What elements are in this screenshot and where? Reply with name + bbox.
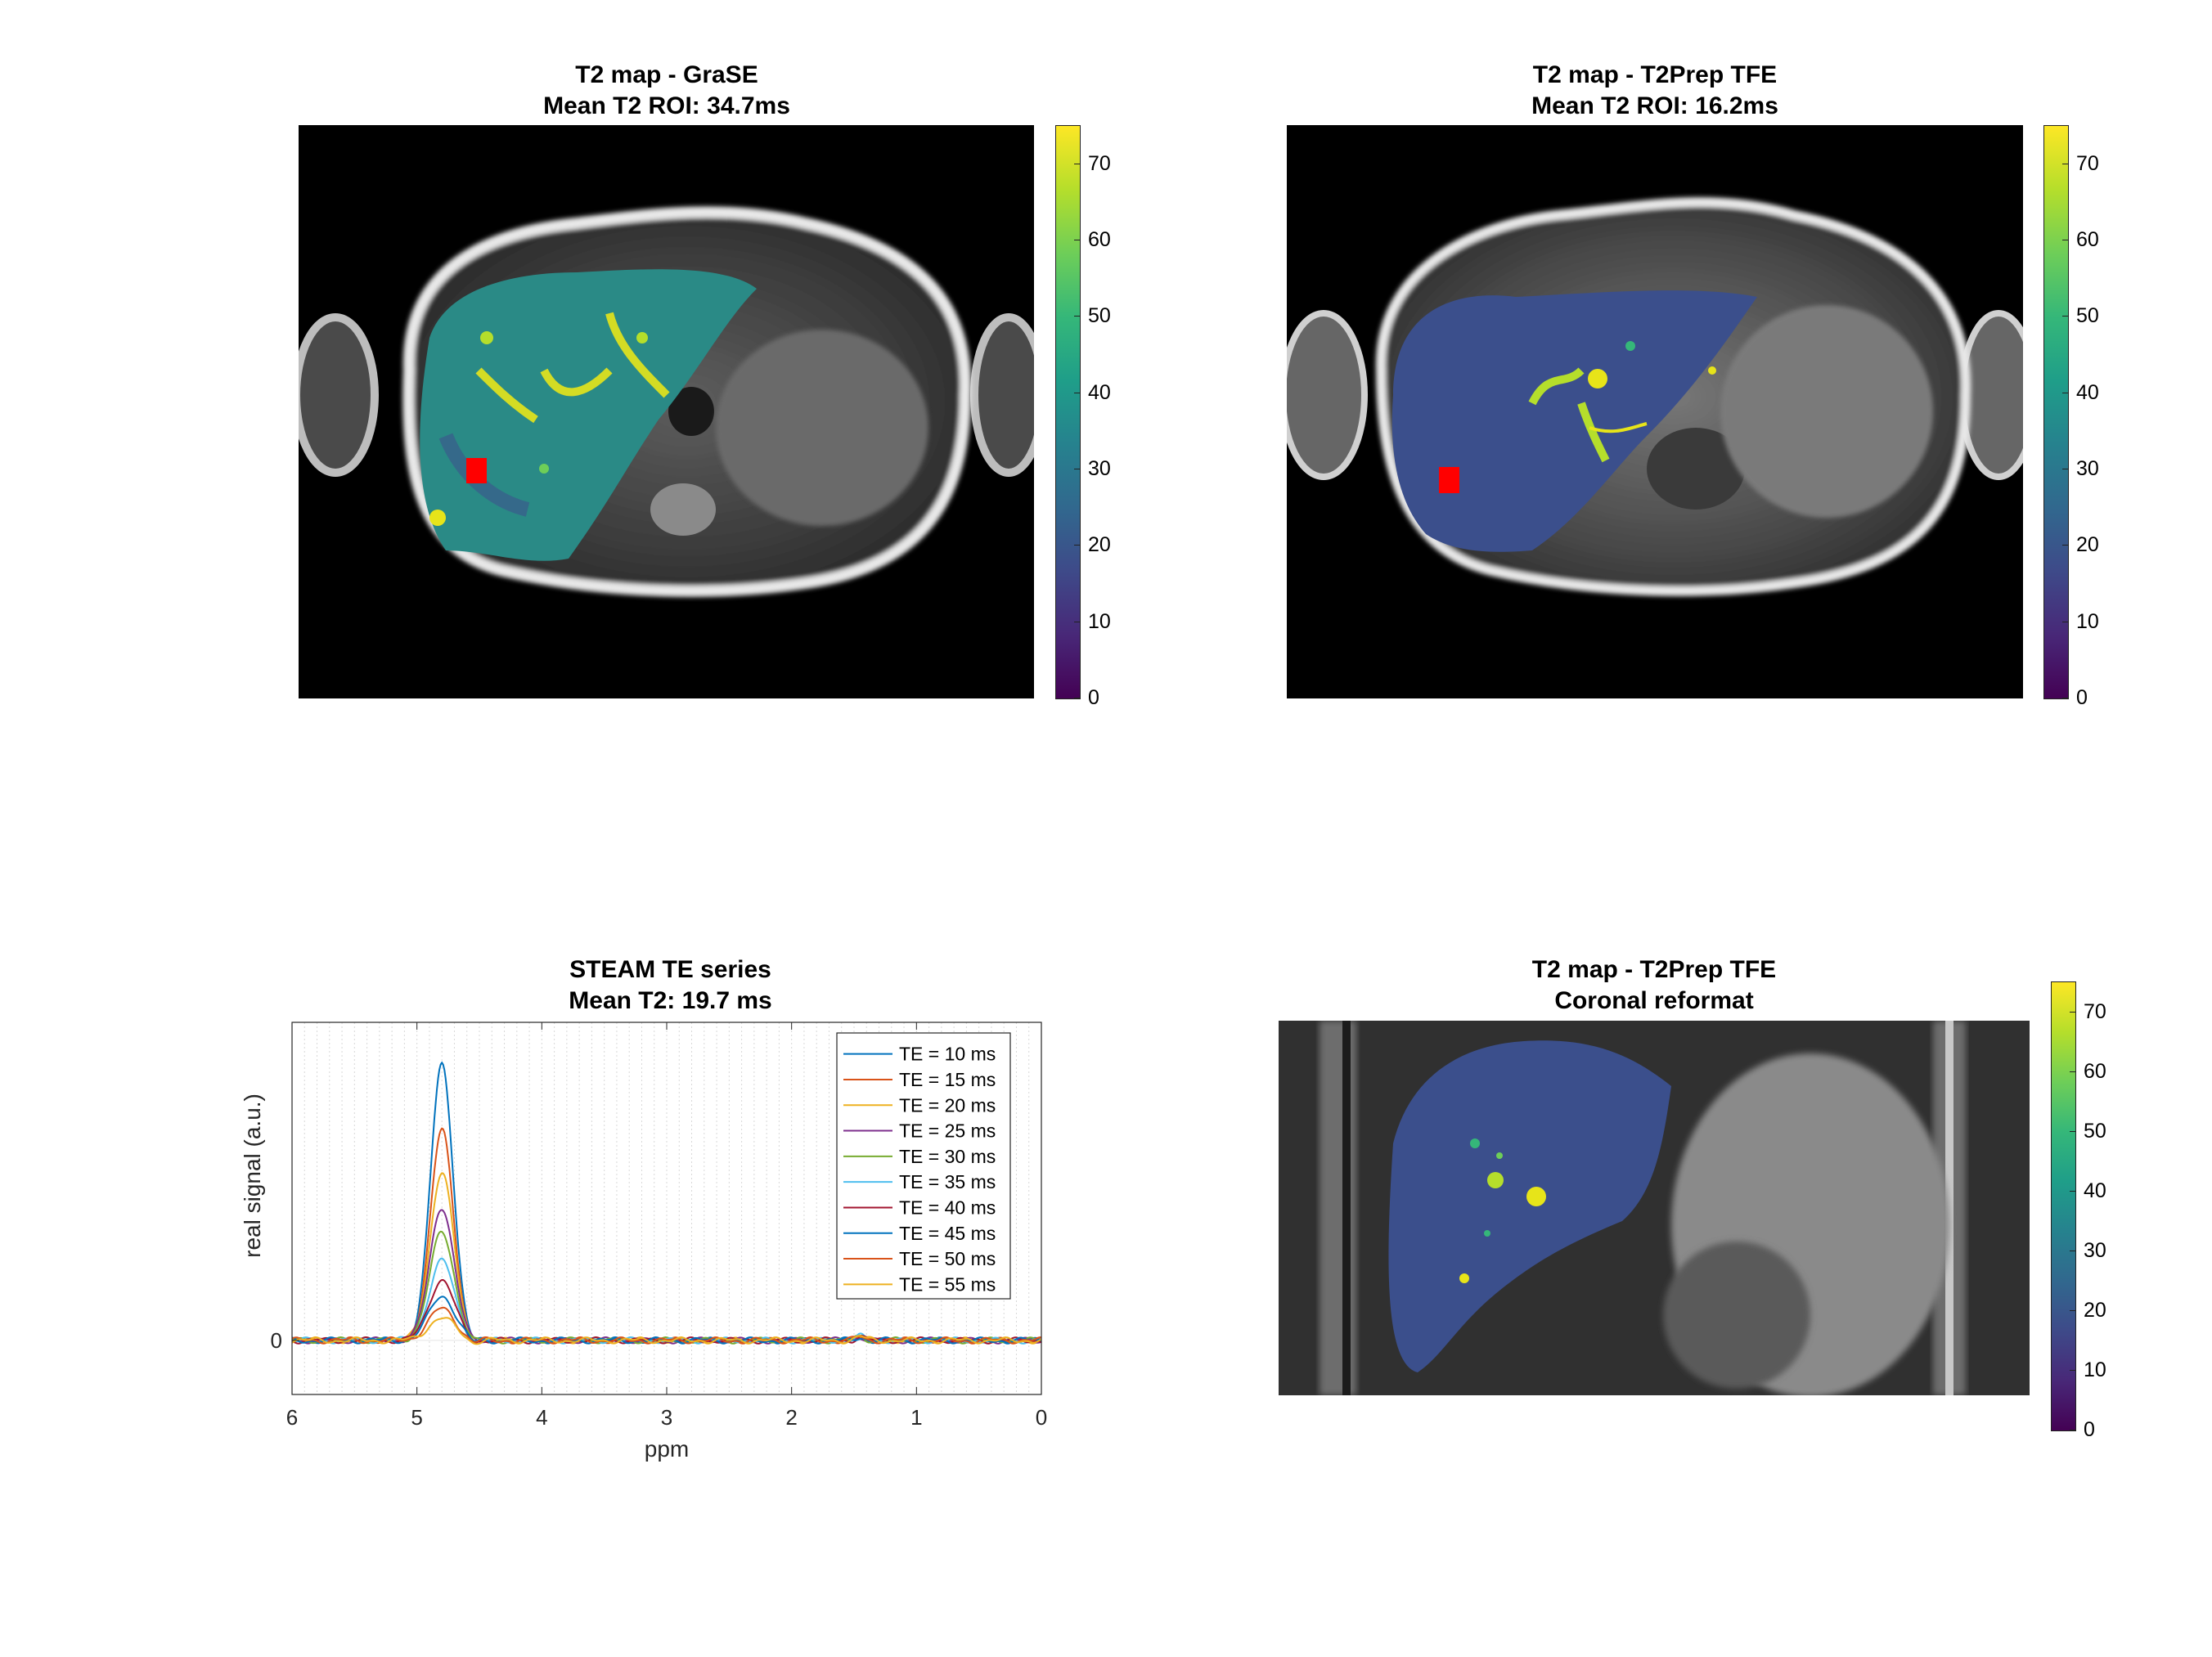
grase-colorbar-tick-mark — [1074, 316, 1081, 317]
coronal-colorbar-tick-mark — [2070, 1309, 2076, 1311]
series-line-9 — [291, 1306, 1042, 1345]
t2prep-title-line1: T2 map - T2Prep TFE — [1532, 61, 1778, 88]
grase-colorbar-tick-label: 50 — [1088, 304, 1111, 328]
y-tick-label: 0 — [271, 1328, 282, 1353]
t2prep-colorbar-tick-label: 50 — [2076, 304, 2099, 328]
coronal-colorbar-tick-label: 40 — [2084, 1179, 2106, 1202]
x-tick-label: 0 — [1036, 1405, 1047, 1430]
coronal-colorbar-tick-label: 60 — [2084, 1059, 2106, 1083]
legend-label: TE = 45 ms — [899, 1223, 996, 1244]
t2prep-colorbar-tick-label: 40 — [2076, 380, 2099, 404]
coronal-title: T2 map - T2Prep TFE Coronal reformat — [1279, 954, 2030, 1017]
grase-t2-map — [299, 125, 1034, 698]
series-line-10 — [291, 1317, 1042, 1345]
coronal-title-line2: Coronal reformat — [1554, 987, 1754, 1014]
x-tick-label: 1 — [910, 1405, 922, 1430]
coronal-title-line1: T2 map - T2Prep TFE — [1531, 956, 1777, 983]
t2prep-colorbar-tick-mark — [2062, 316, 2069, 317]
t2prep-title-line2: Mean T2 ROI: 16.2ms — [1531, 92, 1778, 119]
grase-colorbar — [1055, 125, 1081, 699]
x-tick-label: 3 — [661, 1405, 672, 1430]
x-axis-label: ppm — [645, 1436, 689, 1462]
coronal-colorbar-tick-label: 0 — [2084, 1418, 2095, 1441]
grase-roi-box — [466, 458, 487, 483]
coronal-t2-map — [1279, 1021, 2030, 1395]
legend-box — [836, 1032, 1011, 1300]
t2prep-colorbar-tick-label: 0 — [2076, 686, 2088, 709]
coronal-colorbar-tick-label: 10 — [2084, 1358, 2106, 1381]
y-axis-label: real signal (a.u.) — [240, 1093, 265, 1258]
t2prep-colorbar-tick-mark — [2062, 545, 2069, 546]
legend-label: TE = 15 ms — [899, 1069, 996, 1090]
grase-colorbar-tick-label: 60 — [1088, 228, 1111, 251]
legend-label: TE = 50 ms — [899, 1248, 996, 1269]
t2prep-roi-box — [1439, 467, 1459, 493]
coronal-colorbar-tick-mark — [2070, 1011, 2076, 1013]
coronal-colorbar-tick-label: 30 — [2084, 1238, 2106, 1262]
x-tick-label: 6 — [286, 1405, 298, 1430]
legend-label: TE = 20 ms — [899, 1094, 996, 1116]
steam-chart-title: STEAM TE series Mean T2: 19.7 ms — [296, 954, 1045, 1017]
steam-title-line2: Mean T2: 19.7 ms — [569, 987, 772, 1014]
x-tick-label: 5 — [411, 1405, 422, 1430]
coronal-colorbar-tick-label: 50 — [2084, 1119, 2106, 1143]
grase-colorbar-tick-label: 0 — [1088, 686, 1099, 709]
grase-colorbar-tick-label: 20 — [1088, 533, 1111, 557]
coronal-colorbar-tick-label: 20 — [2084, 1298, 2106, 1322]
grase-colorbar-tick-label: 10 — [1088, 609, 1111, 633]
t2prep-colorbar-tick-label: 70 — [2076, 151, 2099, 175]
steam-title-line1: STEAM TE series — [569, 956, 771, 983]
grase-colorbar-tick-label: 40 — [1088, 380, 1111, 404]
x-tick-label: 4 — [536, 1405, 547, 1430]
t2prep-colorbar — [2043, 125, 2069, 699]
t2prep-t2-map — [1287, 125, 2023, 698]
x-tick-label: 2 — [785, 1405, 797, 1430]
legend-label: TE = 25 ms — [899, 1120, 996, 1142]
t2prep-colorbar-tick-label: 30 — [2076, 457, 2099, 480]
grase-colorbar-tick-label: 30 — [1088, 457, 1111, 480]
legend-label: TE = 55 ms — [899, 1273, 996, 1295]
coronal-colorbar-tick-mark — [2070, 1369, 2076, 1371]
t2prep-colorbar-tick-label: 10 — [2076, 609, 2099, 633]
grase-title-line2: Mean T2 ROI: 34.7ms — [543, 92, 790, 119]
t2prep-colorbar-tick-label: 60 — [2076, 228, 2099, 251]
coronal-colorbar-tick-mark — [2070, 1130, 2076, 1132]
series-line-5 — [291, 1230, 1041, 1345]
legend-label: TE = 40 ms — [899, 1197, 996, 1218]
legend-label: TE = 30 ms — [899, 1146, 996, 1167]
coronal-colorbar — [2051, 981, 2076, 1431]
steam-spectrum-chart: 6 5 4 3 2 1 0 0 ppm real signal (a.u.) TE = 10 ms T… — [240, 1022, 1047, 1462]
legend-label: TE = 10 ms — [899, 1044, 996, 1065]
grase-title: T2 map - GraSE Mean T2 ROI: 34.7ms — [299, 60, 1035, 122]
t2prep-title: T2 map - T2Prep TFE Mean T2 ROI: 16.2ms — [1287, 60, 2023, 122]
t2prep-colorbar-tick-label: 20 — [2076, 533, 2099, 557]
coronal-colorbar-tick-label: 70 — [2084, 999, 2106, 1023]
coronal-colorbar-tick-mark — [2070, 1071, 2076, 1072]
legend-label: TE = 35 ms — [899, 1171, 996, 1192]
grase-colorbar-tick-mark — [1074, 545, 1081, 546]
grase-colorbar-tick-label: 70 — [1088, 151, 1111, 175]
grase-title-line1: T2 map - GraSE — [575, 61, 758, 88]
coronal-colorbar-tick-mark — [2070, 1190, 2076, 1192]
